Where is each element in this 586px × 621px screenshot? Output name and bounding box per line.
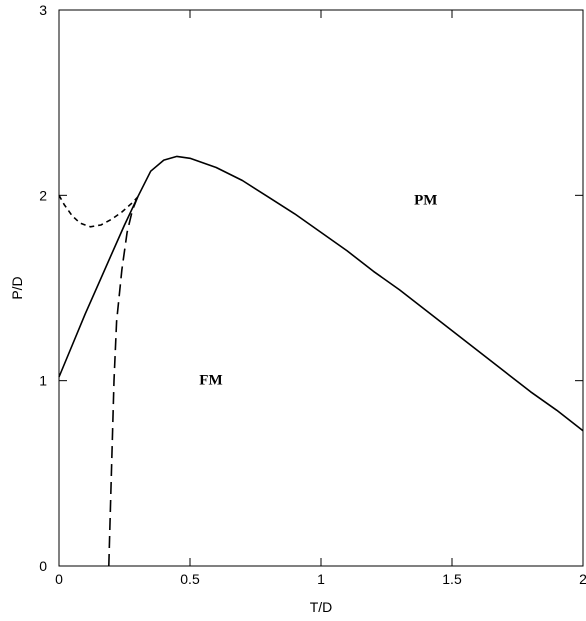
y-tick-label-0: 0: [39, 558, 47, 574]
series-line-long-dash: [108, 196, 139, 567]
x-tick-label-0: 0: [55, 571, 63, 587]
series-line-solid: [58, 155, 584, 432]
y-axis-label: P/D: [9, 276, 25, 299]
x-tick-label-2: 1: [317, 571, 325, 587]
x-tick-label-3: 1.5: [442, 571, 462, 587]
plot-frame: [58, 9, 584, 567]
series-layer: [58, 155, 584, 567]
tick-labels: 0 0.5 1 1.5 2 0 1 2 3: [39, 2, 586, 587]
tick-marks: [58, 9, 584, 567]
x-axis-label: T/D: [310, 599, 333, 615]
y-tick-label-1: 1: [39, 373, 47, 389]
region-label-fm: FM: [199, 372, 222, 388]
region-label-pm: PM: [414, 193, 437, 209]
x-tick-label-1: 0.5: [180, 571, 200, 587]
y-tick-label-3: 3: [39, 2, 47, 18]
annotations: PM FM: [199, 193, 437, 389]
y-tick-label-2: 2: [39, 187, 47, 203]
x-tick-label-4: 2: [579, 571, 586, 587]
